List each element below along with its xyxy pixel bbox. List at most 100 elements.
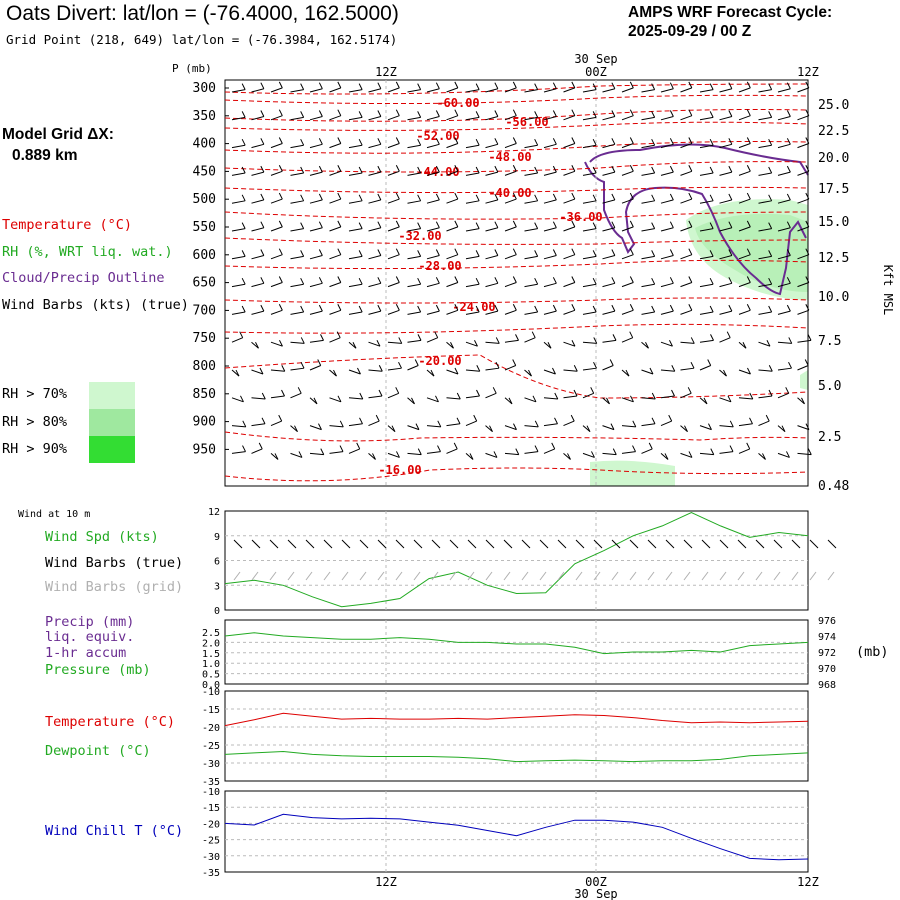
- wind-barb: [368, 171, 381, 176]
- wind-barb: [641, 369, 654, 375]
- wind-barb-flag: [651, 250, 656, 257]
- wind-barb: [465, 255, 480, 260]
- wind-barb: [660, 116, 674, 121]
- wind-barb-flag: [805, 192, 810, 200]
- wind-barb-flag: [378, 364, 383, 372]
- height-tick-label: 17.5: [818, 182, 849, 197]
- wind-barb: [680, 115, 692, 121]
- wind-barb: [407, 255, 421, 260]
- wind-barb: [465, 420, 477, 427]
- wind-barb-flag: [629, 165, 634, 172]
- wind-barb-flag: [632, 420, 637, 428]
- wind-barb-flag: [278, 137, 283, 144]
- wind-barb-flag: [494, 82, 499, 89]
- surface-wind-barb: [575, 539, 585, 549]
- wind-barb: [621, 337, 633, 343]
- wind-barb-flag: [450, 342, 454, 349]
- wind-barb-flag: [768, 194, 773, 202]
- wind-barb-flag: [377, 249, 382, 256]
- pressure-tick-label: 500: [193, 192, 216, 207]
- wind-barb: [563, 254, 575, 260]
- wind-barb: [290, 228, 304, 232]
- wind-barb-flag: [417, 277, 422, 285]
- wind-barb: [621, 369, 630, 377]
- wind-barb-flag: [261, 417, 266, 425]
- surface-wind-barb: [791, 539, 801, 549]
- isotherm: [224, 211, 809, 220]
- wind-barb-flag: [571, 339, 576, 347]
- wind-barb-flag: [454, 367, 459, 375]
- wind-barb-flag: [768, 83, 773, 90]
- model-grid-value: 0.889 km: [12, 147, 78, 164]
- wind-barb-flag: [512, 304, 517, 311]
- wind-barb: [777, 341, 792, 344]
- wind-barb-flag: [377, 277, 382, 284]
- wind-barb-flag: [278, 109, 283, 116]
- wind-barb-flag: [554, 417, 558, 425]
- wind-barb-flag: [358, 305, 363, 313]
- wind-barb-flag: [395, 304, 400, 311]
- wind-barb-flag: [552, 277, 557, 284]
- surface-wind-barb: [539, 539, 549, 549]
- wind-barb-flag: [671, 389, 675, 397]
- surface-grid-barb: [413, 571, 421, 581]
- wind-barb-flag: [398, 361, 402, 369]
- wind-barb: [660, 310, 674, 315]
- wind-barb-flag: [571, 165, 576, 172]
- wind-barb: [290, 89, 304, 93]
- wind-barb-flag: [768, 166, 773, 174]
- wind-barb: [465, 341, 478, 347]
- wind-barb-flag: [746, 442, 751, 450]
- wind-barb-flag: [746, 165, 751, 172]
- legend-barbs-true: Wind Barbs (true): [45, 555, 184, 571]
- wind-barb-flag: [749, 392, 754, 400]
- wind-barb-flag: [786, 193, 791, 201]
- legend-barbs-grid: Wind Barbs (grid): [45, 579, 184, 595]
- wind-barb-flag: [728, 304, 733, 312]
- legend-dewpoint: Dewpoint (°C): [45, 743, 151, 759]
- surface-wind-barb: [341, 539, 351, 549]
- surface-wind-barb: [359, 539, 369, 549]
- wind-barb-flag: [592, 250, 597, 257]
- wind-panel-title: Wind at 10 m: [18, 509, 91, 520]
- wind-barb: [329, 337, 341, 343]
- wind-barb: [758, 255, 772, 260]
- wind-barb: [231, 397, 244, 403]
- wind-barb: [407, 425, 420, 431]
- wind-barb: [641, 397, 656, 400]
- surface-grid-barb: [449, 571, 457, 581]
- legend-temperature-sfc: Temperature (°C): [45, 714, 176, 730]
- wind-barb-flag: [395, 220, 400, 228]
- wind-barb-flag: [688, 137, 693, 144]
- wind-barb-flag: [534, 250, 539, 257]
- temperature-tick-label: -25: [202, 741, 220, 752]
- pressure-tick-label-right: 970: [818, 664, 836, 675]
- wind-barb: [504, 143, 517, 149]
- wind-barb: [270, 115, 283, 121]
- wind-barb: [231, 451, 246, 454]
- wind-barb-flag: [396, 451, 400, 458]
- wind-barb: [348, 448, 360, 454]
- wind-barb-flag: [300, 305, 305, 313]
- wind-barb-flag: [707, 359, 712, 366]
- wind-barb: [329, 87, 341, 93]
- wind-barb-flag: [395, 192, 400, 200]
- wind-barb-flag: [723, 369, 727, 377]
- wind-barb-flag: [688, 165, 693, 172]
- wind-barb-flag: [632, 445, 636, 452]
- wind-barb: [231, 172, 246, 176]
- wind-barb-flag: [805, 81, 810, 89]
- wind-barb-flag: [300, 277, 305, 285]
- wind-barb: [231, 89, 246, 93]
- wind-barb-flag: [352, 342, 357, 349]
- wind-barb: [621, 425, 636, 428]
- wind-barb: [641, 200, 655, 204]
- wind-barb-flag: [688, 304, 693, 311]
- wind-barb: [543, 397, 558, 400]
- wind-barb: [797, 115, 809, 121]
- isotherm-label: -28.00: [418, 259, 461, 273]
- height-tick-label: 0.48: [818, 479, 849, 494]
- wind-barb-flag: [552, 249, 557, 256]
- wind-barb: [738, 448, 750, 454]
- wind-barb: [368, 282, 381, 288]
